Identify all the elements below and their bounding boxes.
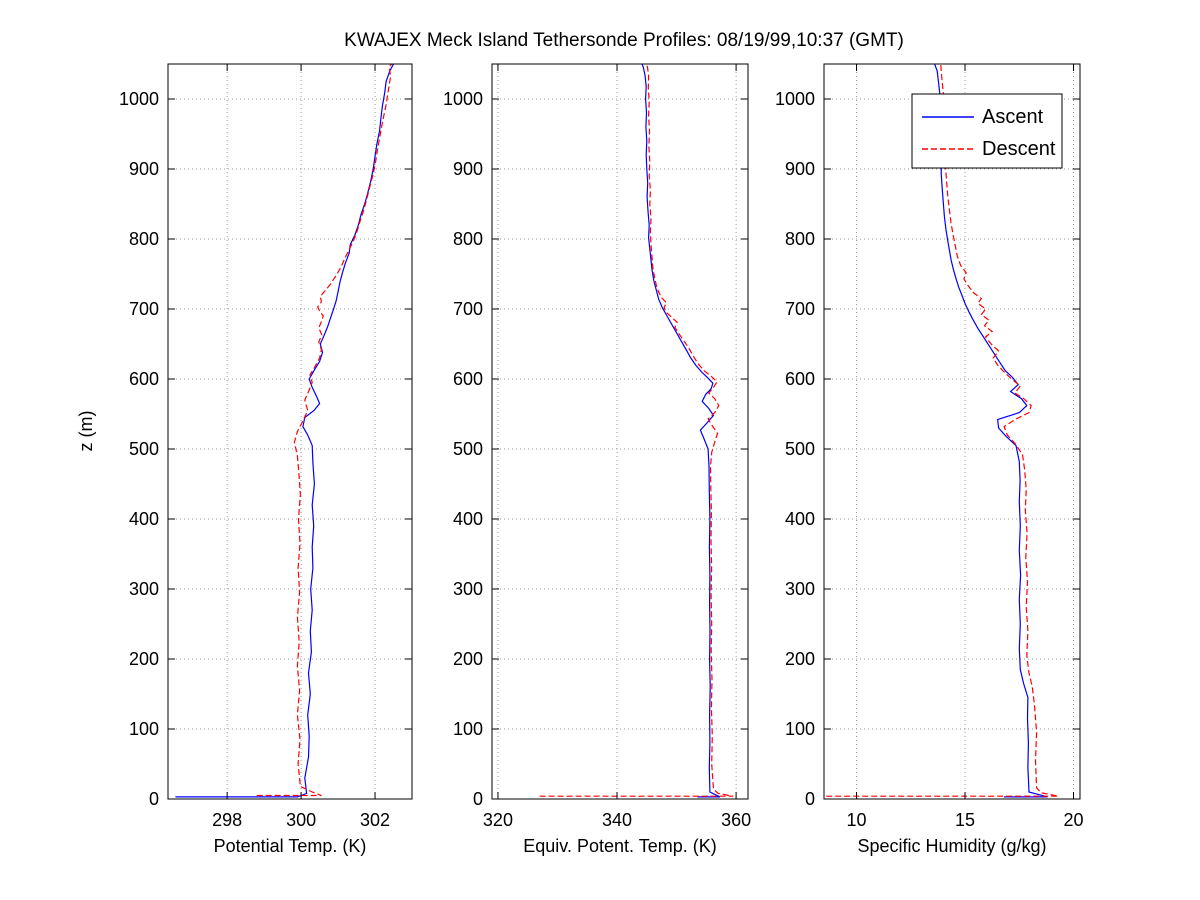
y-tick-label: 800 bbox=[785, 229, 815, 249]
x-axis-label-equiv-potent-temp: Equiv. Potent. Temp. (K) bbox=[523, 836, 716, 856]
descent-line-panel-2 bbox=[826, 64, 1059, 797]
y-axis-label: z (m) bbox=[76, 411, 96, 452]
y-tick-label: 500 bbox=[785, 439, 815, 459]
axes-box-panel-2 bbox=[823, 63, 1081, 800]
tick-marks-panel-2 bbox=[824, 64, 1080, 800]
y-tick-label: 200 bbox=[129, 649, 159, 669]
y-tick-label: 700 bbox=[453, 299, 483, 319]
y-tick-label: 700 bbox=[785, 299, 815, 319]
x-tick-label: 300 bbox=[286, 810, 316, 830]
grid-panel-1 bbox=[492, 64, 748, 800]
axes-box-panel-0 bbox=[167, 63, 413, 800]
y-tick-label: 300 bbox=[785, 579, 815, 599]
tick-marks-panel-0 bbox=[168, 64, 412, 800]
y-tick-label: 700 bbox=[129, 299, 159, 319]
y-tick-label: 500 bbox=[129, 439, 159, 459]
x-tick-label: 320 bbox=[483, 810, 513, 830]
y-tick-label: 1000 bbox=[443, 89, 483, 109]
y-tick-label: 300 bbox=[129, 579, 159, 599]
y-tick-label: 900 bbox=[453, 159, 483, 179]
y-tick-label: 200 bbox=[785, 649, 815, 669]
y-tick-label: 300 bbox=[453, 579, 483, 599]
legend-box bbox=[911, 93, 1063, 169]
x-tick-label: 340 bbox=[602, 810, 632, 830]
y-tick-label: 0 bbox=[473, 789, 483, 809]
y-tick-label: 0 bbox=[805, 789, 815, 809]
x-tick-label: 15 bbox=[955, 810, 975, 830]
descent-line-panel-1 bbox=[539, 64, 734, 797]
y-tick-label: 1000 bbox=[775, 89, 815, 109]
x-tick-label: 20 bbox=[1063, 810, 1083, 830]
y-tick-label: 900 bbox=[129, 159, 159, 179]
x-tick-label: 302 bbox=[360, 810, 390, 830]
ascent-line-panel-0 bbox=[175, 64, 395, 798]
ascent-line-panel-2 bbox=[934, 64, 1048, 798]
y-tick-label: 400 bbox=[453, 509, 483, 529]
y-tick-label: 800 bbox=[453, 229, 483, 249]
axes-box-panel-1 bbox=[491, 63, 749, 800]
x-tick-label: 360 bbox=[721, 810, 751, 830]
y-tick-label: 100 bbox=[785, 719, 815, 739]
x-tick-label: 10 bbox=[847, 810, 867, 830]
y-tick-label: 600 bbox=[453, 369, 483, 389]
y-tick-label: 800 bbox=[129, 229, 159, 249]
y-tick-label: 200 bbox=[453, 649, 483, 669]
x-axis-label-potential-temp: Potential Temp. (K) bbox=[214, 836, 367, 856]
chart-title: KWAJEX Meck Island Tethersonde Profiles:… bbox=[344, 30, 904, 51]
y-tick-label: 0 bbox=[149, 789, 159, 809]
tick-marks-panel-1 bbox=[492, 64, 748, 800]
legend-label-ascent: Ascent bbox=[982, 106, 1044, 128]
y-tick-label: 600 bbox=[129, 369, 159, 389]
legend-label-descent: Descent bbox=[982, 138, 1056, 160]
ascent-line-panel-1 bbox=[641, 64, 721, 798]
y-tick-label: 100 bbox=[453, 719, 483, 739]
y-tick-label: 500 bbox=[453, 439, 483, 459]
y-tick-label: 600 bbox=[785, 369, 815, 389]
descent-line-panel-0 bbox=[256, 64, 393, 797]
y-tick-label: 400 bbox=[129, 509, 159, 529]
y-tick-label: 100 bbox=[129, 719, 159, 739]
y-tick-label: 900 bbox=[785, 159, 815, 179]
y-tick-label: 1000 bbox=[119, 89, 159, 109]
x-axis-label-specific-humidity: Specific Humidity (g/kg) bbox=[857, 836, 1046, 856]
x-tick-label: 298 bbox=[212, 810, 242, 830]
y-tick-label: 400 bbox=[785, 509, 815, 529]
